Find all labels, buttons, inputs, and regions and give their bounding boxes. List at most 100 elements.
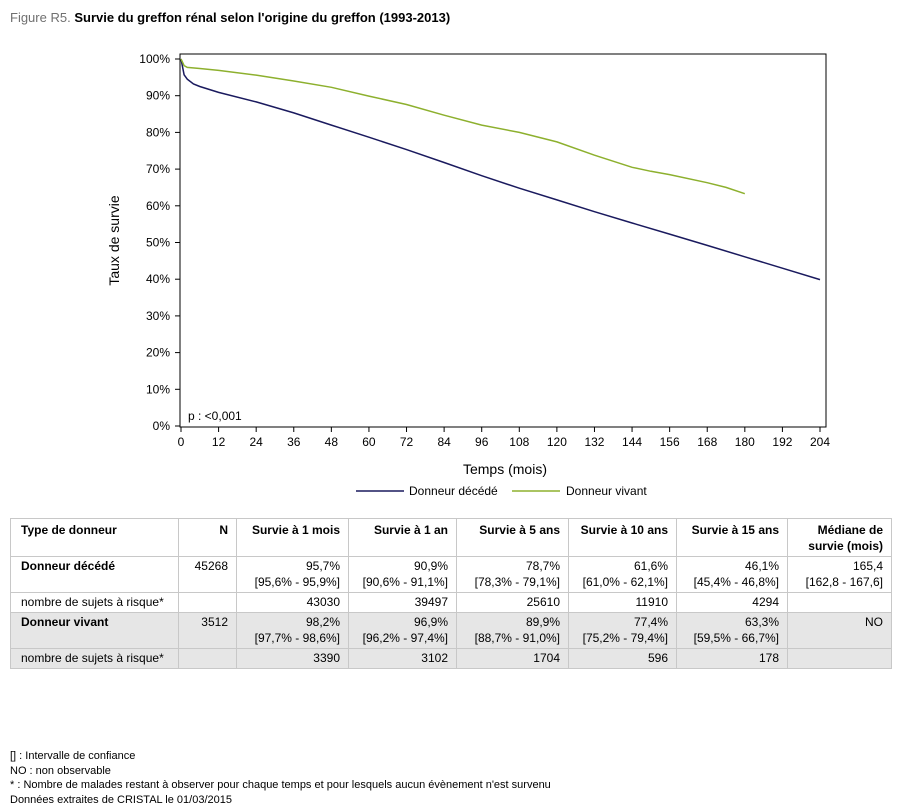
x-tick-label: 108: [509, 435, 529, 449]
legend-label: Donneur décédé: [409, 484, 498, 498]
ci: [78,3% - 79,1%]: [474, 575, 560, 589]
figure-title: Figure R5. Survie du greffon rénal selon…: [10, 10, 450, 25]
cell-s15a: 178: [676, 648, 788, 669]
cell-s1m: 95,7% [95,6% - 95,9%]: [236, 556, 349, 593]
row-n: 45268: [178, 556, 237, 593]
ci: [61,0% - 62,1%]: [582, 575, 668, 589]
cell-s10a: 596: [568, 648, 677, 669]
p-value-annotation: p : <0,001: [188, 409, 242, 423]
cell-s1m: 98,2% [97,7% - 98,6%]: [236, 612, 349, 649]
survival-chart: 0% 10% 20% 30% 40% 50% 60% 70% 80% 90% 100% 0 12 24 36…: [106, 52, 830, 498]
footnote: [] : Intervalle de confiance: [10, 750, 136, 762]
ci: [88,7% - 91,0%]: [474, 631, 560, 645]
value: 96,9%: [413, 615, 448, 629]
y-tick-label: 90%: [146, 89, 170, 103]
row-n: 3512: [178, 612, 237, 649]
y-tick-label: 60%: [146, 199, 170, 213]
header-s10a: Survie à 10 ans: [568, 518, 677, 557]
footnotes: [] : Intervalle de confiance NO : non ob…: [10, 749, 551, 807]
cell-s15a: 63,3% [59,5% - 66,7%]: [676, 612, 788, 649]
ci: [97,7% - 98,6%]: [254, 631, 340, 645]
series-line-donneur-decede: [180, 58, 821, 281]
value: 61,6%: [633, 559, 668, 573]
cell-s5a: 89,9% [88,7% - 91,0%]: [456, 612, 569, 649]
survival-table: Type de donneur N Survie à 1 mois Survie…: [10, 518, 892, 669]
cell-s15a: 4294: [676, 592, 788, 613]
header-s15a: Survie à 15 ans: [676, 518, 788, 557]
x-tick-label: 120: [547, 435, 567, 449]
footnote: * : Nombre de malades restant à observer…: [10, 779, 551, 791]
x-tick-label: 48: [325, 435, 339, 449]
cell-s1a: 90,9% [90,6% - 91,1%]: [348, 556, 457, 593]
figure-title-text: Survie du greffon rénal selon l'origine …: [74, 10, 451, 25]
cell-s5a: 25610: [456, 592, 569, 613]
x-tick-label: 60: [362, 435, 376, 449]
ci: [90,6% - 91,1%]: [362, 575, 448, 589]
plot-frame: [179, 53, 827, 428]
value: 77,4%: [633, 615, 668, 629]
x-tick-label: 144: [622, 435, 642, 449]
x-tick-label: 168: [697, 435, 717, 449]
cell-s5a: 1704: [456, 648, 569, 669]
row-n: [178, 648, 237, 669]
y-tick-label: 20%: [146, 346, 170, 360]
x-axis-label: Temps (mois): [463, 461, 547, 477]
ci: [59,5% - 66,7%]: [693, 631, 779, 645]
table-row: Donneur décédé 45268 95,7% [95,6% - 95,9%…: [10, 556, 892, 593]
ci: [95,6% - 95,9%]: [254, 575, 340, 589]
cell-s1a: 96,9% [96,2% - 97,4%]: [348, 612, 457, 649]
y-tick-label: 50%: [146, 236, 170, 250]
ci: [162,8 - 167,6]: [805, 575, 883, 589]
x-tick-label: 36: [287, 435, 301, 449]
row-type: Donneur décédé: [10, 556, 179, 593]
header-type: Type de donneur: [10, 518, 179, 557]
cell-median: 165,4 [162,8 - 167,6]: [787, 556, 892, 593]
value: 90,9%: [413, 559, 448, 573]
x-tick-label: 156: [660, 435, 680, 449]
cell-s10a: 77,4% [75,2% - 79,4%]: [568, 612, 677, 649]
header-n: N: [178, 518, 237, 557]
cell-median: [787, 592, 892, 613]
row-type: Donneur vivant: [10, 612, 179, 649]
y-tick-label: 0%: [153, 419, 171, 433]
ci: [45,4% - 46,8%]: [693, 575, 779, 589]
x-tick-label: 24: [249, 435, 263, 449]
header-s1a: Survie à 1 an: [348, 518, 457, 557]
row-n: [178, 592, 237, 613]
x-tick-label: 204: [810, 435, 830, 449]
cell-median: NO: [787, 612, 892, 649]
y-tick-label: 100%: [139, 52, 170, 66]
cell-s1a: 3102: [348, 648, 457, 669]
cell-s10a: 61,6% [61,0% - 62,1%]: [568, 556, 677, 593]
value: 46,1%: [744, 559, 779, 573]
table-row: nombre de sujets à risque* 43030 39497 2…: [10, 592, 892, 613]
series-line-donneur-vivant: [180, 58, 746, 195]
y-tick-label: 40%: [146, 272, 170, 286]
y-tick-label: 80%: [146, 125, 170, 139]
legend-label: Donneur vivant: [566, 484, 647, 498]
value: 63,3%: [744, 615, 779, 629]
cell-s15a: 46,1% [45,4% - 46,8%]: [676, 556, 788, 593]
cell-s1m: 43030: [236, 592, 349, 613]
value: 98,2%: [305, 615, 340, 629]
x-tick-label: 180: [735, 435, 755, 449]
x-tick-label: 96: [475, 435, 489, 449]
x-tick-label: 192: [772, 435, 792, 449]
header-s1m: Survie à 1 mois: [236, 518, 349, 557]
value: 78,7%: [525, 559, 560, 573]
x-tick-label: 84: [437, 435, 451, 449]
x-tick-label: 0: [178, 435, 185, 449]
cell-median: [787, 648, 892, 669]
value: 165,4: [852, 559, 883, 573]
row-type: nombre de sujets à risque*: [10, 592, 179, 613]
table-row: Donneur vivant 3512 98,2% [97,7% - 98,6%]…: [10, 612, 892, 649]
ci: [96,2% - 97,4%]: [362, 631, 448, 645]
y-tick-label: 30%: [146, 309, 170, 323]
footnote: Données extraites de CRISTAL le 01/03/20…: [10, 793, 232, 806]
x-tick-label: 12: [212, 435, 226, 449]
table-row: nombre de sujets à risque* 3390 3102 170…: [10, 648, 892, 669]
y-tick-label: 10%: [146, 382, 170, 396]
table-header-row: Type de donneur N Survie à 1 mois Survie…: [10, 518, 892, 557]
value: 95,7%: [305, 559, 340, 573]
x-tick-label: 72: [400, 435, 414, 449]
